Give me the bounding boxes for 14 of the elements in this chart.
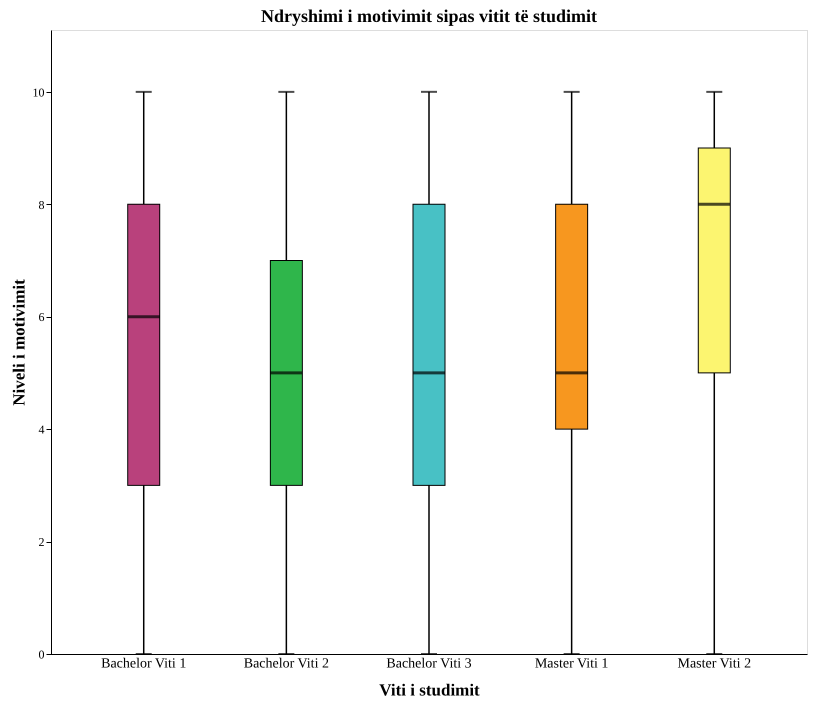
x-tick-label: Bachelor Viti 3 <box>386 656 472 672</box>
y-tick-label: 8 <box>38 198 44 212</box>
chart-title: Ndryshimi i motivimit sipas vitit të studimit <box>261 6 598 26</box>
x-tick-label: Bachelor Viti 1 <box>101 656 186 672</box>
y-axis-title: Niveli i motivimit <box>10 278 28 406</box>
x-axis-title: Viti i studimit <box>379 680 480 700</box>
y-tick-label: 6 <box>38 310 44 324</box>
y-tick-label: 10 <box>32 85 44 100</box>
y-tick-label: 4 <box>38 422 44 437</box>
x-tick-label: Master Viti 2 <box>678 656 752 672</box>
y-tick-label: 2 <box>38 535 44 550</box>
x-tick-label: Bachelor Viti 2 <box>244 656 329 672</box>
x-tick-label: Master Viti 1 <box>534 656 608 672</box>
y-tick-label: 0 <box>38 648 44 662</box>
